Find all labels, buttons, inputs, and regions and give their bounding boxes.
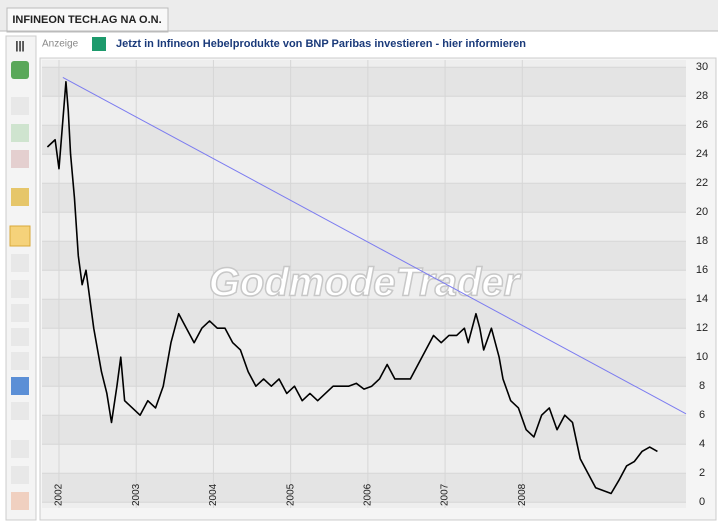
ad-icon	[92, 37, 106, 51]
tool-vertical[interactable]	[11, 328, 29, 346]
tool-rectangle[interactable]	[11, 377, 29, 395]
tool-horizontal[interactable]	[11, 352, 29, 370]
y-tick-label: 0	[699, 496, 705, 508]
ad-link[interactable]: Jetzt in Infineon Hebelprodukte von BNP …	[116, 38, 526, 50]
y-tick-label: 28	[696, 90, 708, 102]
tool-trendline[interactable]	[9, 225, 31, 247]
tool-colors[interactable]	[11, 492, 29, 510]
tool-zoom-out[interactable]	[11, 150, 29, 168]
trendline	[62, 76, 687, 415]
y-tick-label: 10	[696, 351, 708, 363]
x-tick-label: 2007	[440, 483, 451, 506]
tab-title: INFINEON TECH.AG NA O.N.	[12, 14, 161, 26]
y-tick-label: 24	[696, 148, 708, 160]
grid-band	[42, 299, 686, 329]
tool-fibonacci[interactable]	[11, 304, 29, 322]
y-tick-label: 26	[696, 119, 708, 131]
price-line	[46, 80, 658, 495]
grid-band	[42, 125, 686, 155]
x-tick-label: 2006	[363, 483, 374, 506]
y-tick-label: 6	[699, 409, 705, 421]
y-tick-label: 22	[696, 177, 708, 189]
tool-zoom-in[interactable]	[11, 124, 29, 142]
tool-icons	[9, 61, 31, 510]
grid-band	[42, 357, 686, 387]
tab[interactable]	[6, 7, 169, 33]
y-tick-label: 14	[696, 293, 708, 305]
tool-crosshair[interactable]	[11, 97, 29, 115]
x-tick-label: 2004	[208, 483, 219, 506]
ad-label: Anzeige	[42, 39, 79, 50]
y-tick-label: 18	[696, 235, 708, 247]
y-tick-label: 8	[699, 380, 705, 392]
toolbar	[5, 35, 37, 521]
tool-export[interactable]	[11, 188, 29, 206]
x-tick-label: 2005	[285, 483, 296, 506]
tool-refresh[interactable]	[11, 61, 29, 79]
grid-band	[42, 67, 686, 97]
y-tick-label: 16	[696, 264, 708, 276]
grid-band	[42, 241, 686, 271]
tool-arc[interactable]	[11, 440, 29, 458]
x-tick-label: 2002	[54, 483, 65, 506]
toolbar-label: |||	[15, 40, 24, 52]
y-tick-label: 2	[699, 467, 705, 479]
y-tick-label: 20	[696, 206, 708, 218]
y-tick-label: 4	[699, 438, 705, 450]
grid-band	[42, 473, 686, 503]
x-tick-label: 2008	[517, 483, 528, 506]
y-tick-label: 12	[696, 322, 708, 334]
tool-text[interactable]	[11, 402, 29, 420]
grid-band	[42, 415, 686, 445]
tool-line[interactable]	[11, 466, 29, 484]
x-tick-label: 2003	[131, 483, 142, 506]
watermark: GodmodeTrader	[209, 261, 522, 305]
tool-ruler[interactable]	[11, 254, 29, 272]
grid-band	[42, 183, 686, 213]
y-tick-label: 30	[696, 61, 708, 73]
tool-polyline[interactable]	[11, 280, 29, 298]
